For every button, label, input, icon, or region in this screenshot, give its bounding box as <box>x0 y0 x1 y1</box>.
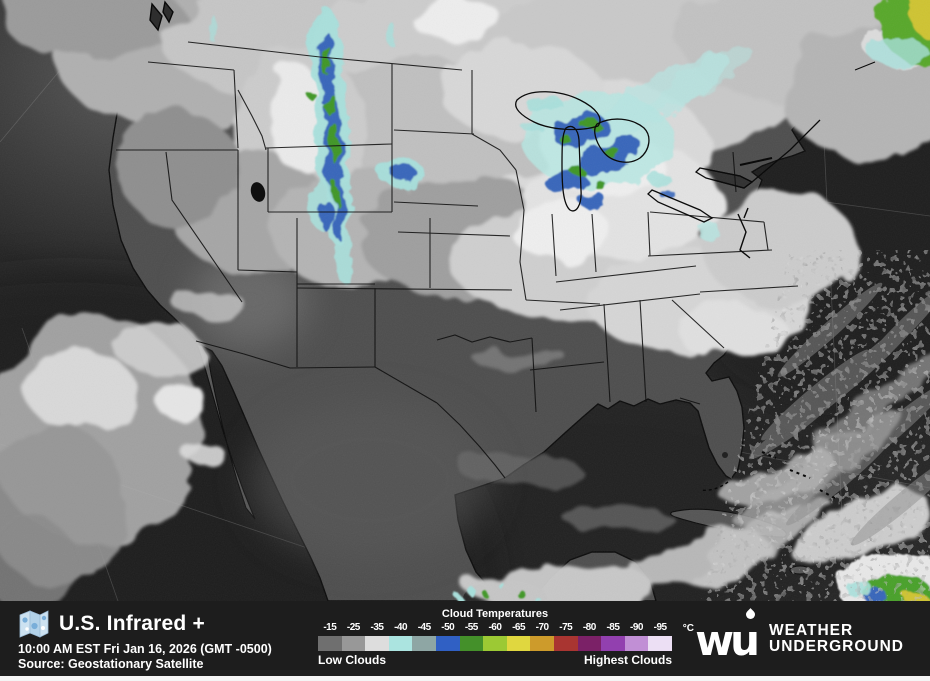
legend-tick-label: -55 <box>464 622 478 633</box>
great-salt-lake <box>250 182 266 202</box>
wu-wordmark-line1: WEATHER <box>769 621 854 639</box>
bottom-white-strip <box>0 676 930 681</box>
wu-wordmark-line2: UNDERGROUND <box>769 638 904 655</box>
legend-tick-label: -70 <box>535 622 549 633</box>
legend-tick-label: -65 <box>512 622 526 633</box>
wu-logo: wu WEATHER UNDERGROUND <box>695 608 904 662</box>
legend-swatch--55 <box>459 636 484 651</box>
legend-unit: °C <box>682 623 694 634</box>
legend-swatch--50 <box>435 636 460 651</box>
footer-bar: U.S. Infrared + 10:00 AM EST Fri Jan 16,… <box>0 601 930 676</box>
legend-tick-label: -35 <box>370 622 384 633</box>
legend-tick-label: -80 <box>582 622 596 633</box>
legend-swatch--15 <box>318 636 342 651</box>
legend-swatch--90 <box>624 636 649 651</box>
cloud-temperature-legend: Cloud Temperatures -15 -25 -35 -40 -45 -50 -55… <box>318 608 694 667</box>
coastline-details <box>149 0 876 501</box>
satellite-map[interactable] <box>0 0 930 601</box>
legend-swatch--85 <box>601 636 625 651</box>
legend-swatch--95 <box>648 636 672 651</box>
legend-swatch--80 <box>577 636 602 651</box>
legend-swatch--60 <box>483 636 507 651</box>
legend-swatch--75 <box>553 636 578 651</box>
legend-swatch--25 <box>341 636 366 651</box>
legend-tick-label: -40 <box>394 622 408 633</box>
wu-mark-icon: wu <box>695 608 760 662</box>
lake-okeechobee <box>722 452 728 458</box>
timestamp: 10:00 AM EST Fri Jan 16, 2026 (GMT -0500… <box>18 642 272 656</box>
folded-map-icon <box>18 608 50 640</box>
legend-tick-label: -45 <box>417 622 431 633</box>
lake-outlines <box>515 91 821 223</box>
legend-low-label: Low Clouds <box>318 653 386 667</box>
map-info-block: U.S. Infrared + 10:00 AM EST Fri Jan 16,… <box>18 607 272 671</box>
satellite-image <box>0 0 930 601</box>
legend-tick-label: -25 <box>346 622 360 633</box>
legend-tick-label: -75 <box>559 622 573 633</box>
legend-swatch--35 <box>365 636 389 651</box>
legend-tick-label: -95 <box>653 622 667 633</box>
legend-tick-label: -15 <box>323 622 337 633</box>
legend-tick-label: -60 <box>488 622 502 633</box>
legend-high-label: Highest Clouds <box>583 653 672 667</box>
legend-tick-label: -50 <box>441 622 455 633</box>
state-borders <box>116 41 799 479</box>
legend-swatch--70 <box>530 636 554 651</box>
legend-swatch--45 <box>412 636 436 651</box>
legend-title: Cloud Temperatures <box>441 608 549 620</box>
map-title: U.S. Infrared + <box>59 612 205 635</box>
source-label: Source: Geostationary Satellite <box>18 657 204 671</box>
grain-overlay <box>0 0 930 601</box>
legend-tick-label: -85 <box>606 622 620 633</box>
wu-wordmark: WEATHER UNDERGROUND <box>769 621 904 656</box>
legend-tick-label: -90 <box>630 622 643 633</box>
legend-swatch--65 <box>506 636 531 651</box>
legend-color-bar <box>318 636 672 651</box>
legend-swatch--40 <box>388 636 413 651</box>
legend-tick-row: -15 -25 -35 -40 -45 -50 -55 -60 -65 -70 -75 -80 -85-… <box>318 622 672 635</box>
